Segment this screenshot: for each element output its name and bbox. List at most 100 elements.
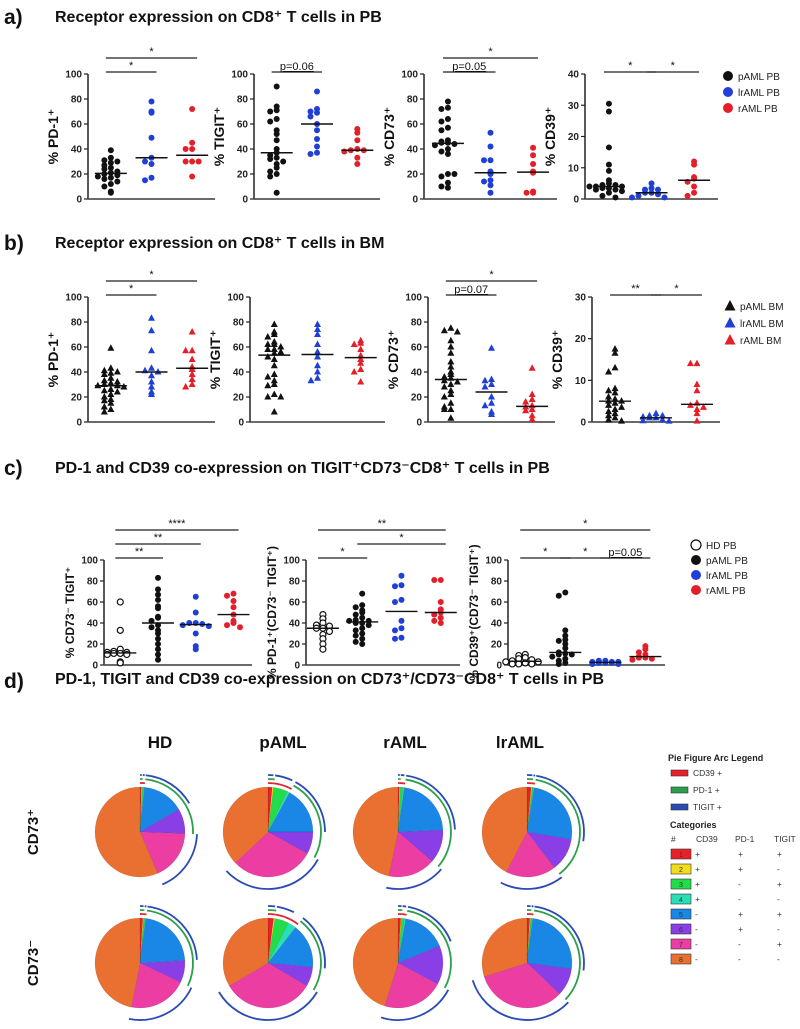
category-cd39: + xyxy=(695,894,700,904)
data-point xyxy=(605,407,613,415)
data-point xyxy=(350,368,358,375)
significance-label: * xyxy=(399,532,404,544)
y-tick-label: 20 xyxy=(407,170,419,181)
data-point xyxy=(437,620,444,626)
data-point xyxy=(528,405,536,412)
category-swatch xyxy=(670,908,692,920)
pie-slice-category-3 xyxy=(526,787,534,833)
data-point xyxy=(648,185,655,192)
data-point xyxy=(530,144,537,151)
category-number: 5 xyxy=(679,912,683,919)
data-point xyxy=(693,417,701,424)
pie-arc-tigit xyxy=(276,905,295,914)
data-point xyxy=(155,586,162,593)
data-point xyxy=(447,399,455,406)
data-point xyxy=(487,177,494,184)
category-swatch xyxy=(670,923,692,935)
data-point xyxy=(691,183,698,190)
data-point xyxy=(314,127,320,134)
subplot-a-1: 0 20 40 60 80 100 % PD-1⁺ * * xyxy=(45,46,215,206)
pie-slice-category-1 xyxy=(397,917,402,964)
category-tigit: + xyxy=(777,909,782,919)
pie-slice-category-7 xyxy=(388,831,433,878)
y-tick-label: 20 xyxy=(491,640,503,651)
data-point xyxy=(107,181,114,187)
data-point xyxy=(605,397,613,404)
pie-chart xyxy=(222,774,326,890)
pie-arc-tigit xyxy=(406,774,456,830)
data-point xyxy=(114,158,121,165)
category-cd39: - xyxy=(695,909,698,919)
pie-slice-category-5 xyxy=(397,787,444,833)
data-point xyxy=(440,326,448,334)
significance-label: * xyxy=(129,283,134,295)
panel-a-title: Receptor expression on CD8⁺ T cells in P… xyxy=(55,9,382,26)
data-point xyxy=(391,635,398,642)
data-point xyxy=(230,604,237,611)
y-tick-label: 20 xyxy=(71,393,83,404)
pie-slice-category-7 xyxy=(130,962,181,1009)
pie-arc-pd1 xyxy=(146,909,194,961)
legend-marker xyxy=(690,539,702,551)
y-tick-label: 80 xyxy=(289,577,301,588)
data-point xyxy=(437,576,444,583)
data-point xyxy=(107,159,114,166)
y-tick-label: 80 xyxy=(491,577,503,588)
data-point xyxy=(116,598,124,606)
data-point xyxy=(107,405,115,412)
y-tick-label: 0 xyxy=(412,195,418,206)
significance-label: ** xyxy=(154,532,163,544)
data-point xyxy=(148,378,155,385)
legend-item: lrAML PB xyxy=(691,570,748,582)
pie-slice-category-3 xyxy=(267,918,289,964)
significance-label: * xyxy=(583,518,588,530)
data-point xyxy=(188,346,196,354)
y-tick-label: 60 xyxy=(411,343,423,354)
categories-header: CD39 xyxy=(696,834,718,844)
data-point xyxy=(155,605,162,612)
arc-legend-label: PD-1 + xyxy=(693,785,720,795)
data-point xyxy=(444,171,451,177)
data-point xyxy=(438,148,445,155)
data-point xyxy=(107,369,115,376)
data-point xyxy=(359,609,366,616)
pie-arc-pd1 xyxy=(558,840,581,875)
legend-marker xyxy=(723,87,733,97)
data-point xyxy=(113,378,121,385)
data-point xyxy=(359,630,366,637)
data-point xyxy=(352,627,359,634)
category-cd39: + xyxy=(695,849,700,859)
category-number: 4 xyxy=(679,897,683,904)
y-tick-label: 80 xyxy=(71,318,83,329)
y-axis-label: % CD39⁺ xyxy=(549,330,565,390)
data-point xyxy=(113,368,121,375)
data-point xyxy=(684,192,691,199)
data-point xyxy=(437,614,444,621)
legend-label: rAML PB xyxy=(738,104,778,115)
data-point xyxy=(487,189,494,196)
pie-slice-category-8 xyxy=(222,786,269,864)
data-point xyxy=(693,380,701,387)
data-point xyxy=(447,324,455,331)
arc-legend-swatch xyxy=(670,786,689,794)
data-point xyxy=(481,178,487,185)
subplot-b-1: 0 20 40 60 80 100 % PD-1⁺ * * xyxy=(45,269,215,429)
data-point xyxy=(182,146,189,152)
data-point xyxy=(264,373,272,380)
data-point xyxy=(661,194,668,201)
data-point xyxy=(155,596,162,603)
data-point xyxy=(555,637,562,644)
pie-arc-tigit xyxy=(225,859,319,890)
pie-arc-pd1 xyxy=(185,804,194,835)
significance-label: * xyxy=(489,269,494,281)
data-point xyxy=(100,386,108,394)
data-point xyxy=(148,364,155,371)
data-point xyxy=(314,374,321,381)
category-tigit: - xyxy=(777,954,780,964)
data-point xyxy=(270,380,278,387)
significance-label: * xyxy=(129,60,134,72)
pie-slice-category-6 xyxy=(139,808,186,834)
data-point xyxy=(148,346,155,354)
y-tick-label: 60 xyxy=(407,120,419,131)
